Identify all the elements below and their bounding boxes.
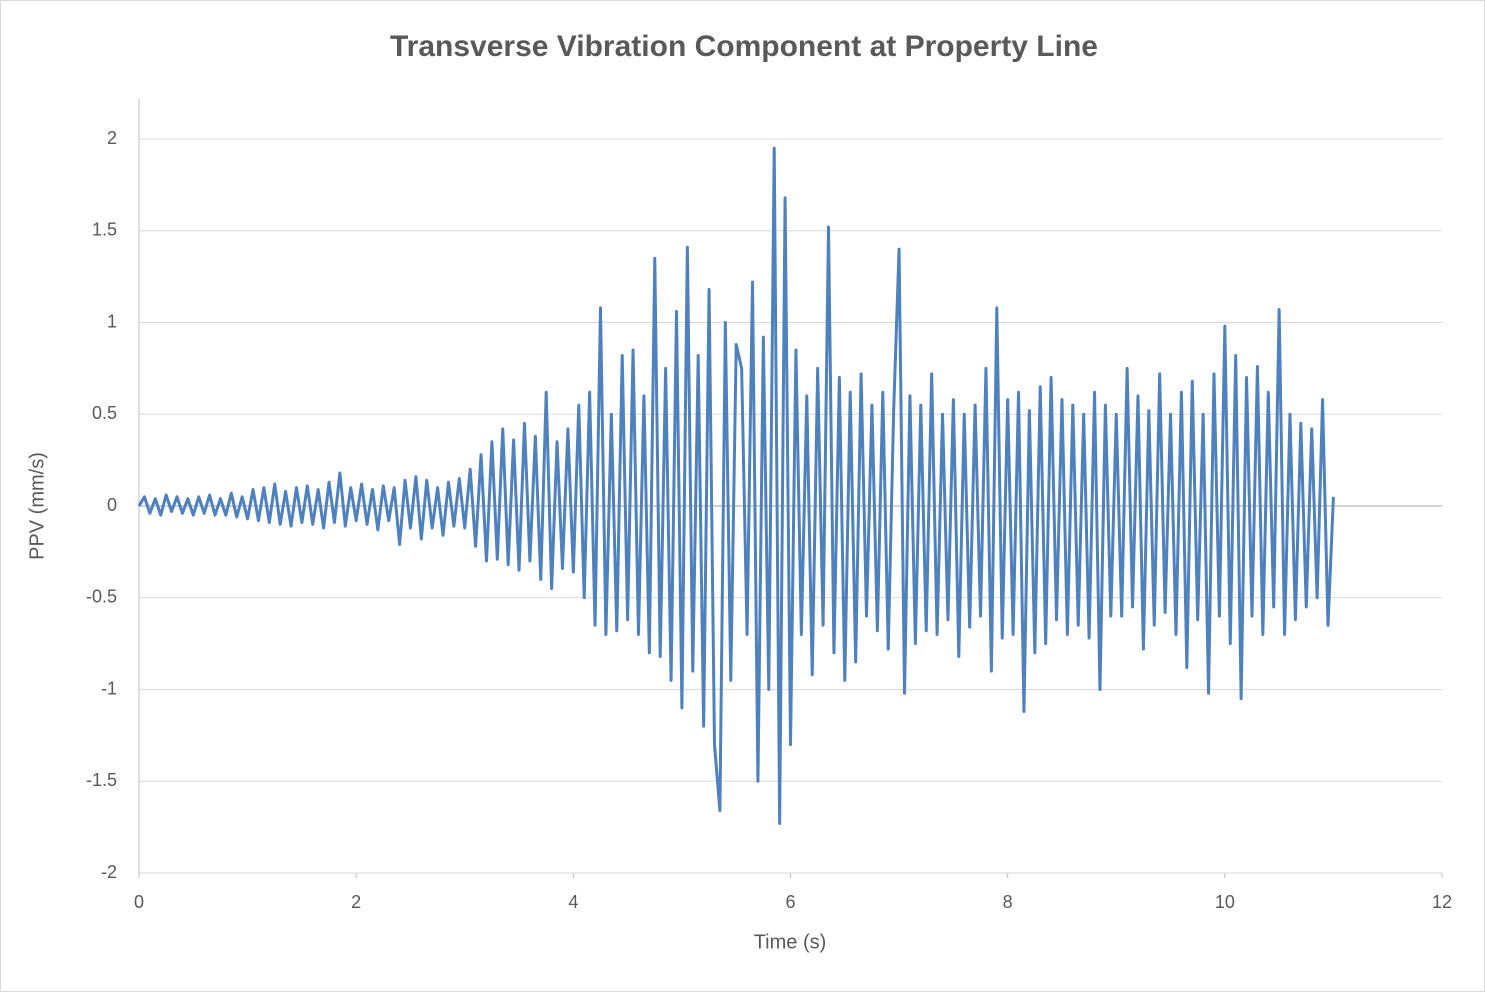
- y-tick-label: 1.5: [92, 220, 117, 240]
- chart-title: Transverse Vibration Component at Proper…: [390, 30, 1098, 63]
- x-tick-label: 0: [134, 892, 144, 912]
- x-tick-label: 4: [568, 892, 578, 912]
- y-tick-label: 0: [107, 495, 117, 515]
- x-tick-label: 6: [785, 892, 795, 912]
- y-tick-label: 2: [107, 128, 117, 148]
- x-axis-label: Time (s): [754, 931, 827, 953]
- y-tick-label: -2: [101, 862, 117, 882]
- data-line: [137, 146, 1335, 825]
- y-axis-label: PPV (mm/s): [26, 452, 48, 560]
- x-tick-label: 10: [1215, 892, 1235, 912]
- y-tick-label: -1: [101, 678, 117, 698]
- y-tick-label: -1.5: [86, 770, 117, 790]
- y-tick-label: 0.5: [92, 403, 117, 423]
- x-tick-label: 8: [1003, 892, 1013, 912]
- x-tick-label: 2: [351, 892, 361, 912]
- y-tick-label: -0.5: [86, 587, 117, 607]
- y-tick-label: 1: [107, 311, 117, 331]
- x-tick-label: 12: [1432, 892, 1452, 912]
